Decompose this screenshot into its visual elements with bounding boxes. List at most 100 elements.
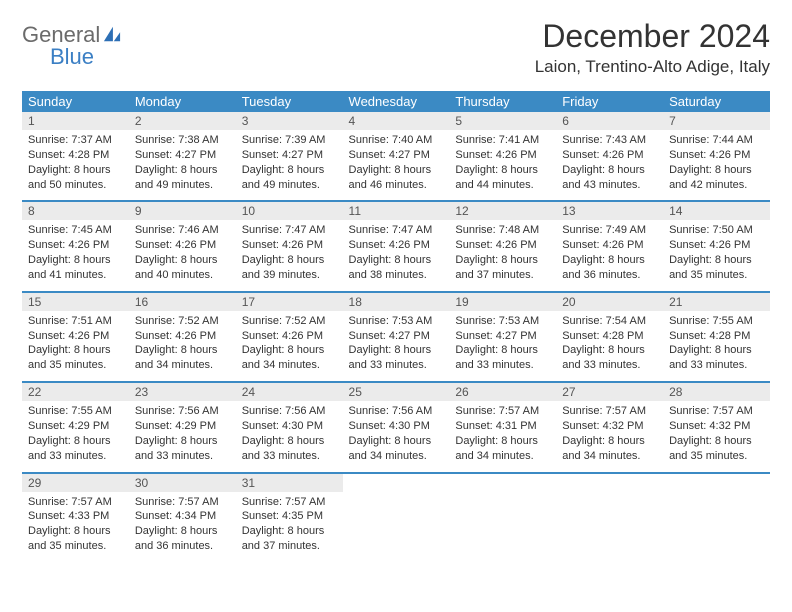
calendar-day-cell: 11Sunrise: 7:47 AMSunset: 4:26 PMDayligh… [343,201,450,291]
day-of-week-header: Sunday [22,91,129,112]
calendar-day-cell: 17Sunrise: 7:52 AMSunset: 4:26 PMDayligh… [236,292,343,382]
calendar-day-cell: 18Sunrise: 7:53 AMSunset: 4:27 PMDayligh… [343,292,450,382]
day-number: 24 [236,383,343,401]
calendar-day-cell: 25Sunrise: 7:56 AMSunset: 4:30 PMDayligh… [343,382,450,472]
day-number: 17 [236,293,343,311]
calendar-day-cell [663,473,770,562]
calendar-day-cell: 5Sunrise: 7:41 AMSunset: 4:26 PMDaylight… [449,112,556,201]
day-details: Sunrise: 7:55 AMSunset: 4:29 PMDaylight:… [22,401,129,471]
calendar-day-cell: 20Sunrise: 7:54 AMSunset: 4:28 PMDayligh… [556,292,663,382]
day-number: 13 [556,202,663,220]
day-number: 25 [343,383,450,401]
calendar-day-cell: 21Sunrise: 7:55 AMSunset: 4:28 PMDayligh… [663,292,770,382]
logo: GeneralBlue [22,18,124,70]
calendar-day-cell: 23Sunrise: 7:56 AMSunset: 4:29 PMDayligh… [129,382,236,472]
day-of-week-header: Friday [556,91,663,112]
day-details: Sunrise: 7:44 AMSunset: 4:26 PMDaylight:… [663,130,770,200]
day-details: Sunrise: 7:53 AMSunset: 4:27 PMDaylight:… [343,311,450,381]
day-details: Sunrise: 7:47 AMSunset: 4:26 PMDaylight:… [343,220,450,290]
calendar-week-row: 8Sunrise: 7:45 AMSunset: 4:26 PMDaylight… [22,201,770,291]
day-number: 26 [449,383,556,401]
day-details: Sunrise: 7:40 AMSunset: 4:27 PMDaylight:… [343,130,450,200]
day-number: 28 [663,383,770,401]
calendar-day-cell: 13Sunrise: 7:49 AMSunset: 4:26 PMDayligh… [556,201,663,291]
calendar-day-cell: 12Sunrise: 7:48 AMSunset: 4:26 PMDayligh… [449,201,556,291]
day-details: Sunrise: 7:57 AMSunset: 4:35 PMDaylight:… [236,492,343,562]
calendar-day-cell [449,473,556,562]
calendar-day-cell: 7Sunrise: 7:44 AMSunset: 4:26 PMDaylight… [663,112,770,201]
day-number: 20 [556,293,663,311]
calendar-day-cell: 1Sunrise: 7:37 AMSunset: 4:28 PMDaylight… [22,112,129,201]
day-number: 3 [236,112,343,130]
calendar-day-cell: 28Sunrise: 7:57 AMSunset: 4:32 PMDayligh… [663,382,770,472]
day-details: Sunrise: 7:49 AMSunset: 4:26 PMDaylight:… [556,220,663,290]
day-details: Sunrise: 7:41 AMSunset: 4:26 PMDaylight:… [449,130,556,200]
day-details: Sunrise: 7:46 AMSunset: 4:26 PMDaylight:… [129,220,236,290]
calendar-day-cell [556,473,663,562]
calendar-day-cell: 31Sunrise: 7:57 AMSunset: 4:35 PMDayligh… [236,473,343,562]
calendar-day-cell: 3Sunrise: 7:39 AMSunset: 4:27 PMDaylight… [236,112,343,201]
day-of-week-header: Saturday [663,91,770,112]
month-title: December 2024 [535,18,770,55]
calendar-day-cell: 4Sunrise: 7:40 AMSunset: 4:27 PMDaylight… [343,112,450,201]
logo-text-blue: Blue [50,44,94,70]
day-number: 2 [129,112,236,130]
day-number: 6 [556,112,663,130]
day-number: 8 [22,202,129,220]
day-of-week-header: Thursday [449,91,556,112]
calendar-day-cell: 10Sunrise: 7:47 AMSunset: 4:26 PMDayligh… [236,201,343,291]
sail-icon [102,25,122,48]
day-number: 18 [343,293,450,311]
day-details: Sunrise: 7:56 AMSunset: 4:30 PMDaylight:… [343,401,450,471]
day-details: Sunrise: 7:47 AMSunset: 4:26 PMDaylight:… [236,220,343,290]
calendar-day-cell: 24Sunrise: 7:56 AMSunset: 4:30 PMDayligh… [236,382,343,472]
day-details: Sunrise: 7:52 AMSunset: 4:26 PMDaylight:… [129,311,236,381]
calendar-day-cell: 8Sunrise: 7:45 AMSunset: 4:26 PMDaylight… [22,201,129,291]
calendar-day-cell: 22Sunrise: 7:55 AMSunset: 4:29 PMDayligh… [22,382,129,472]
calendar-week-row: 15Sunrise: 7:51 AMSunset: 4:26 PMDayligh… [22,292,770,382]
calendar-day-cell: 14Sunrise: 7:50 AMSunset: 4:26 PMDayligh… [663,201,770,291]
day-number: 22 [22,383,129,401]
day-details: Sunrise: 7:48 AMSunset: 4:26 PMDaylight:… [449,220,556,290]
day-of-week-header: Tuesday [236,91,343,112]
calendar-week-row: 1Sunrise: 7:37 AMSunset: 4:28 PMDaylight… [22,112,770,201]
day-number: 15 [22,293,129,311]
title-block: December 2024 Laion, Trentino-Alto Adige… [535,18,770,77]
day-details: Sunrise: 7:56 AMSunset: 4:29 PMDaylight:… [129,401,236,471]
day-details: Sunrise: 7:57 AMSunset: 4:32 PMDaylight:… [663,401,770,471]
calendar-week-row: 29Sunrise: 7:57 AMSunset: 4:33 PMDayligh… [22,473,770,562]
calendar-day-cell: 29Sunrise: 7:57 AMSunset: 4:33 PMDayligh… [22,473,129,562]
day-number: 1 [22,112,129,130]
day-number: 30 [129,474,236,492]
day-details: Sunrise: 7:50 AMSunset: 4:26 PMDaylight:… [663,220,770,290]
day-number: 19 [449,293,556,311]
day-details: Sunrise: 7:52 AMSunset: 4:26 PMDaylight:… [236,311,343,381]
day-number: 16 [129,293,236,311]
calendar-week-row: 22Sunrise: 7:55 AMSunset: 4:29 PMDayligh… [22,382,770,472]
location: Laion, Trentino-Alto Adige, Italy [535,57,770,77]
day-details: Sunrise: 7:54 AMSunset: 4:28 PMDaylight:… [556,311,663,381]
day-number: 5 [449,112,556,130]
calendar-day-cell: 9Sunrise: 7:46 AMSunset: 4:26 PMDaylight… [129,201,236,291]
calendar-day-cell: 27Sunrise: 7:57 AMSunset: 4:32 PMDayligh… [556,382,663,472]
calendar-day-cell: 26Sunrise: 7:57 AMSunset: 4:31 PMDayligh… [449,382,556,472]
day-number: 10 [236,202,343,220]
day-details: Sunrise: 7:53 AMSunset: 4:27 PMDaylight:… [449,311,556,381]
day-number: 7 [663,112,770,130]
calendar-day-cell: 16Sunrise: 7:52 AMSunset: 4:26 PMDayligh… [129,292,236,382]
day-details: Sunrise: 7:51 AMSunset: 4:26 PMDaylight:… [22,311,129,381]
calendar-day-cell: 2Sunrise: 7:38 AMSunset: 4:27 PMDaylight… [129,112,236,201]
day-details: Sunrise: 7:55 AMSunset: 4:28 PMDaylight:… [663,311,770,381]
calendar-day-cell: 15Sunrise: 7:51 AMSunset: 4:26 PMDayligh… [22,292,129,382]
day-of-week-row: SundayMondayTuesdayWednesdayThursdayFrid… [22,91,770,112]
day-details: Sunrise: 7:57 AMSunset: 4:34 PMDaylight:… [129,492,236,562]
day-details: Sunrise: 7:57 AMSunset: 4:32 PMDaylight:… [556,401,663,471]
calendar-table: SundayMondayTuesdayWednesdayThursdayFrid… [22,91,770,562]
day-of-week-header: Monday [129,91,236,112]
day-number: 12 [449,202,556,220]
day-details: Sunrise: 7:43 AMSunset: 4:26 PMDaylight:… [556,130,663,200]
day-number: 23 [129,383,236,401]
calendar-day-cell: 19Sunrise: 7:53 AMSunset: 4:27 PMDayligh… [449,292,556,382]
day-details: Sunrise: 7:45 AMSunset: 4:26 PMDaylight:… [22,220,129,290]
day-details: Sunrise: 7:57 AMSunset: 4:31 PMDaylight:… [449,401,556,471]
